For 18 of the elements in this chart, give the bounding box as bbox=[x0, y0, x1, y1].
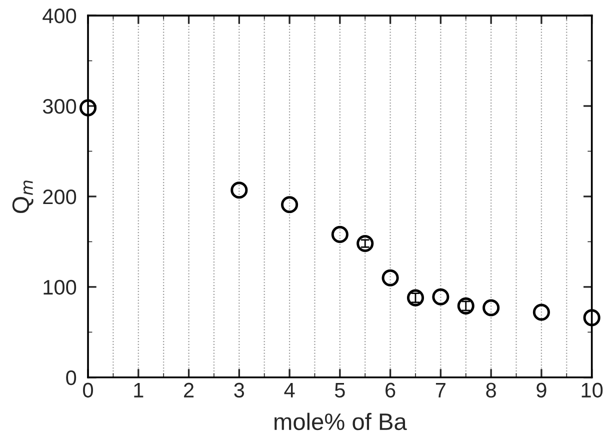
x-tick-label: 4 bbox=[284, 383, 295, 398]
y-axis-title: Q$_{m}$ bbox=[12, 180, 34, 214]
y-tick-label: 0 bbox=[66, 370, 76, 386]
x-tick-label: 10 bbox=[582, 382, 603, 398]
y-tick-label: 100 bbox=[44, 280, 76, 295]
y-tick-label: 200 bbox=[43, 189, 76, 204]
x-tick-label: 3 bbox=[234, 382, 244, 398]
x-tick-label: 5 bbox=[334, 383, 345, 398]
x-tick-label: 2 bbox=[184, 382, 194, 398]
x-tick-label: 1 bbox=[134, 383, 144, 398]
x-axis-title: mole% of Ba bbox=[274, 412, 407, 430]
x-tick-label: 9 bbox=[536, 382, 546, 398]
y-tick-label: 400 bbox=[42, 8, 76, 24]
x-tick-label: 6 bbox=[386, 382, 396, 398]
y-tick-label: 300 bbox=[42, 99, 76, 114]
x-tick-label: 0 bbox=[83, 382, 93, 398]
x-tick-label: 8 bbox=[486, 382, 496, 398]
x-tick-label: 7 bbox=[436, 383, 446, 398]
